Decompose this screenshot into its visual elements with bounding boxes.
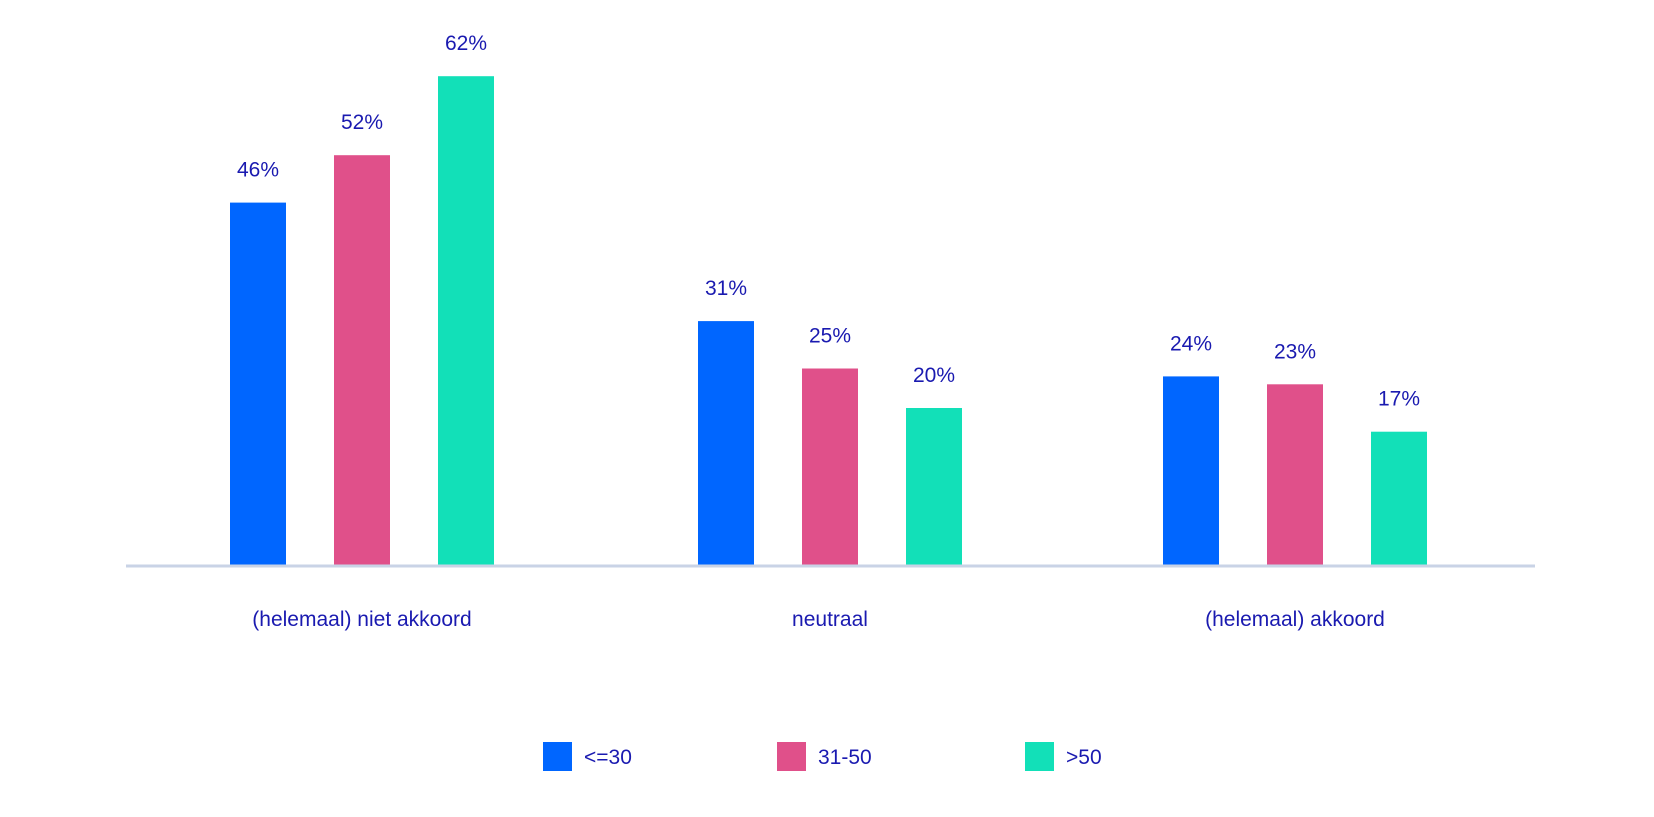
- bar-0-1: [334, 155, 390, 566]
- category-label-2: (helemaal) akkoord: [1205, 608, 1385, 631]
- bar-2-0: [1163, 376, 1219, 566]
- category-label-1: neutraal: [792, 608, 868, 631]
- value-label-0-2: 62%: [445, 32, 487, 55]
- value-label-1-2: 20%: [913, 364, 955, 387]
- bar-0-0: [230, 202, 286, 566]
- value-label-1-0: 31%: [705, 277, 747, 300]
- category-labels-layer: (helemaal) niet akkoord neutraal (helemaal…: [252, 608, 1385, 631]
- value-label-2-1: 23%: [1274, 340, 1316, 363]
- value-label-0-0: 46%: [237, 159, 279, 182]
- bar-0-2: [438, 76, 494, 566]
- legend-swatch-1: [777, 742, 806, 771]
- bar-1-2: [906, 408, 962, 566]
- bar-1-0: [698, 321, 754, 566]
- bar-2-1: [1267, 384, 1323, 566]
- value-label-0-1: 52%: [341, 111, 383, 134]
- category-label-0: (helemaal) niet akkoord: [252, 608, 471, 631]
- bars-layer: [230, 76, 1427, 566]
- legend: <=30 31-50 >50: [543, 742, 1102, 771]
- bar-1-1: [802, 368, 858, 566]
- value-label-1-1: 25%: [809, 325, 851, 348]
- legend-swatch-2: [1025, 742, 1054, 771]
- legend-label-1: 31-50: [818, 746, 872, 769]
- bar-2-2: [1371, 431, 1427, 566]
- value-label-2-0: 24%: [1170, 332, 1212, 355]
- legend-label-0: <=30: [584, 746, 632, 769]
- value-labels-layer: 46% 52% 62% 31% 25% 20% 24% 23% 17%: [237, 32, 1420, 411]
- value-label-2-2: 17%: [1378, 388, 1420, 411]
- legend-label-2: >50: [1066, 746, 1102, 769]
- legend-swatch-0: [543, 742, 572, 771]
